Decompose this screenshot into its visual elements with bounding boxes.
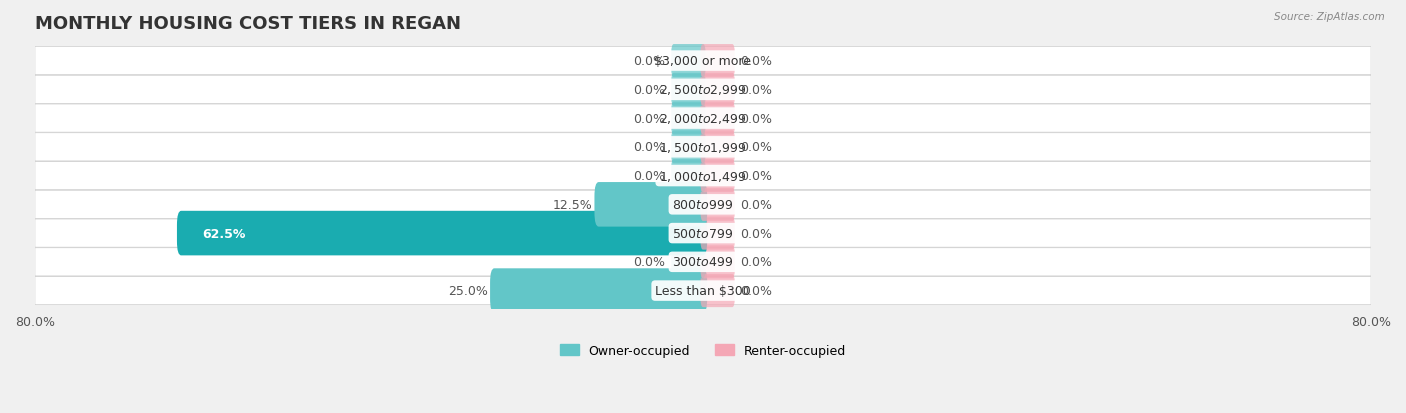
FancyBboxPatch shape xyxy=(700,160,735,192)
Text: $1,000 to $1,499: $1,000 to $1,499 xyxy=(659,169,747,183)
Text: $800 to $999: $800 to $999 xyxy=(672,198,734,211)
Text: 0.0%: 0.0% xyxy=(741,198,772,211)
Text: 12.5%: 12.5% xyxy=(553,198,592,211)
FancyBboxPatch shape xyxy=(700,74,735,107)
Text: $2,500 to $2,999: $2,500 to $2,999 xyxy=(659,83,747,97)
Text: Less than $300: Less than $300 xyxy=(655,285,751,297)
Text: 0.0%: 0.0% xyxy=(741,83,772,97)
FancyBboxPatch shape xyxy=(671,45,706,78)
FancyBboxPatch shape xyxy=(671,246,706,279)
FancyBboxPatch shape xyxy=(671,102,706,135)
Text: 0.0%: 0.0% xyxy=(741,141,772,154)
Text: Source: ZipAtlas.com: Source: ZipAtlas.com xyxy=(1274,12,1385,22)
FancyBboxPatch shape xyxy=(700,274,735,307)
Text: $3,000 or more: $3,000 or more xyxy=(655,55,751,68)
FancyBboxPatch shape xyxy=(177,211,707,256)
FancyBboxPatch shape xyxy=(671,160,706,192)
FancyBboxPatch shape xyxy=(700,246,735,279)
FancyBboxPatch shape xyxy=(700,188,735,221)
Text: 0.0%: 0.0% xyxy=(741,55,772,68)
FancyBboxPatch shape xyxy=(700,131,735,164)
Text: $500 to $799: $500 to $799 xyxy=(672,227,734,240)
Text: $300 to $499: $300 to $499 xyxy=(672,256,734,269)
FancyBboxPatch shape xyxy=(35,47,1371,76)
Text: 25.0%: 25.0% xyxy=(447,285,488,297)
FancyBboxPatch shape xyxy=(35,133,1371,161)
FancyBboxPatch shape xyxy=(35,76,1371,104)
Text: 0.0%: 0.0% xyxy=(741,170,772,183)
FancyBboxPatch shape xyxy=(491,269,707,313)
FancyBboxPatch shape xyxy=(671,74,706,107)
Text: 0.0%: 0.0% xyxy=(634,83,665,97)
FancyBboxPatch shape xyxy=(35,162,1371,190)
Text: 0.0%: 0.0% xyxy=(634,141,665,154)
Text: $2,000 to $2,499: $2,000 to $2,499 xyxy=(659,112,747,126)
FancyBboxPatch shape xyxy=(35,105,1371,133)
FancyBboxPatch shape xyxy=(700,217,735,250)
Text: 0.0%: 0.0% xyxy=(634,170,665,183)
Text: 0.0%: 0.0% xyxy=(634,256,665,269)
Text: 0.0%: 0.0% xyxy=(741,112,772,125)
FancyBboxPatch shape xyxy=(671,131,706,164)
Text: 0.0%: 0.0% xyxy=(741,285,772,297)
Text: $1,500 to $1,999: $1,500 to $1,999 xyxy=(659,140,747,154)
FancyBboxPatch shape xyxy=(35,248,1371,276)
FancyBboxPatch shape xyxy=(700,102,735,135)
FancyBboxPatch shape xyxy=(35,219,1371,247)
FancyBboxPatch shape xyxy=(35,277,1371,305)
Text: 62.5%: 62.5% xyxy=(202,227,246,240)
Text: 0.0%: 0.0% xyxy=(741,256,772,269)
FancyBboxPatch shape xyxy=(700,45,735,78)
FancyBboxPatch shape xyxy=(35,191,1371,219)
Legend: Owner-occupied, Renter-occupied: Owner-occupied, Renter-occupied xyxy=(555,339,851,362)
FancyBboxPatch shape xyxy=(595,183,707,227)
Text: 0.0%: 0.0% xyxy=(634,112,665,125)
Text: 0.0%: 0.0% xyxy=(741,227,772,240)
Text: MONTHLY HOUSING COST TIERS IN REGAN: MONTHLY HOUSING COST TIERS IN REGAN xyxy=(35,15,461,33)
Text: 0.0%: 0.0% xyxy=(634,55,665,68)
